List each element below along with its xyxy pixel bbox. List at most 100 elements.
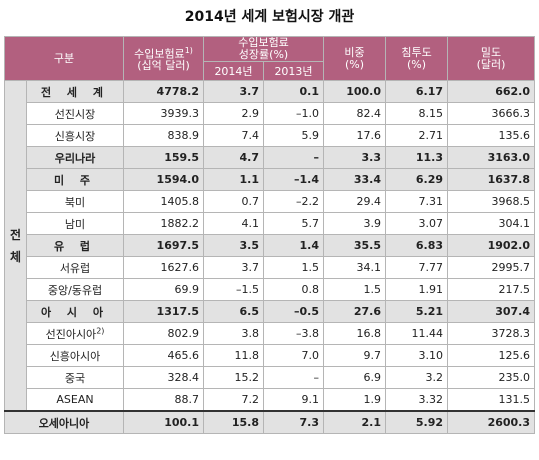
cell-share: 1.9 xyxy=(323,388,387,412)
row-label-text: 중앙/동유럽 xyxy=(47,283,103,297)
cell-growth-2013: 7.3 xyxy=(262,410,325,434)
cell-growth-2014: 7.4 xyxy=(203,124,264,147)
cell-premium: 1317.5 xyxy=(123,300,204,323)
cell-share: 9.7 xyxy=(323,344,387,367)
cell-growth-2014: 0.7 xyxy=(203,190,264,213)
row-label: 선진아시아2) xyxy=(26,322,124,345)
cell-growth-2013: 1.4 xyxy=(262,234,325,257)
cell-growth-2013: 1.5 xyxy=(262,256,325,279)
cell-growth-2013: –1.4 xyxy=(262,168,325,191)
group-label-char1: 전 xyxy=(9,227,22,242)
cell-growth-2014: 7.2 xyxy=(203,388,264,412)
row-label-text: 선진시장 xyxy=(54,107,96,121)
header-density-line1: 밀도 xyxy=(480,45,502,59)
cell-premium: 1405.8 xyxy=(123,190,204,213)
row-label-text: 유 럽 xyxy=(53,239,97,253)
table-row: ASEAN 88.7 7.2 9.1 1.9 3.32 131.5 xyxy=(5,388,536,412)
cell-penetration: 3.07 xyxy=(385,212,449,235)
row-label-text: 선진아시아 xyxy=(45,327,97,341)
table-row: 선진시장 3939.3 2.9 –1.0 82.4 8.15 3666.3 xyxy=(5,102,536,125)
cell-growth-2013: 0.1 xyxy=(262,80,325,103)
row-label-text: 우리나라 xyxy=(54,151,96,165)
table-row: 유 럽 1697.5 3.5 1.4 35.5 6.83 1902.0 xyxy=(5,234,536,257)
cell-share: 1.5 xyxy=(323,278,387,301)
header-density-line2: (달러) xyxy=(476,57,506,71)
cell-share: 17.6 xyxy=(323,124,387,147)
cell-density: 3968.5 xyxy=(447,190,536,213)
row-label-text: 북미 xyxy=(64,195,86,209)
cell-growth-2013: 9.1 xyxy=(262,388,325,412)
cell-premium: 100.1 xyxy=(123,410,204,434)
cell-growth-2014: –1.5 xyxy=(203,278,264,301)
header-share: 비중 (%) xyxy=(323,36,387,81)
cell-penetration: 2.71 xyxy=(385,124,449,147)
cell-penetration: 7.77 xyxy=(385,256,449,279)
row-label: 서유럽 xyxy=(26,256,124,279)
cell-density: 217.5 xyxy=(447,278,536,301)
cell-penetration: 1.91 xyxy=(385,278,449,301)
row-label: 우리나라 xyxy=(26,146,124,169)
row-label: 신흥아시아 xyxy=(26,344,124,367)
cell-density: 235.0 xyxy=(447,366,536,389)
cell-penetration: 11.3 xyxy=(385,146,449,169)
row-label-text: 서유럽 xyxy=(59,261,91,275)
cell-growth-2014: 3.5 xyxy=(203,234,264,257)
row-label: 아 시 아 xyxy=(26,300,124,323)
cell-share: 29.4 xyxy=(323,190,387,213)
cell-growth-2013: 0.8 xyxy=(262,278,325,301)
cell-growth-2013: –3.8 xyxy=(262,322,325,345)
header-penetration-line2: (%) xyxy=(406,57,427,71)
table-row: 신흥시장 838.9 7.4 5.9 17.6 2.71 135.6 xyxy=(5,124,536,147)
cell-premium: 88.7 xyxy=(123,388,204,412)
cell-density: 3728.3 xyxy=(447,322,536,345)
cell-premium: 838.9 xyxy=(123,124,204,147)
cell-premium: 1697.5 xyxy=(123,234,204,257)
header-penetration: 침투도 (%) xyxy=(385,36,449,81)
cell-growth-2014: 6.5 xyxy=(203,300,264,323)
cell-penetration: 3.10 xyxy=(385,344,449,367)
cell-density: 3163.0 xyxy=(447,146,536,169)
header-year-2013: 2013년 xyxy=(262,61,325,81)
cell-growth-2014: 4.7 xyxy=(203,146,264,169)
cell-density: 125.6 xyxy=(447,344,536,367)
cell-premium: 1627.6 xyxy=(123,256,204,279)
cell-share: 6.9 xyxy=(323,366,387,389)
cell-premium: 69.9 xyxy=(123,278,204,301)
row-label: 미 주 xyxy=(26,168,124,191)
cell-premium: 465.6 xyxy=(123,344,204,367)
cell-penetration: 11.44 xyxy=(385,322,449,345)
cell-penetration: 8.15 xyxy=(385,102,449,125)
row-label-text: 남미 xyxy=(64,217,86,231)
cell-growth-2014: 3.8 xyxy=(203,322,264,345)
cell-share: 35.5 xyxy=(323,234,387,257)
cell-premium: 4778.2 xyxy=(123,80,204,103)
cell-share: 82.4 xyxy=(323,102,387,125)
cell-density: 131.5 xyxy=(447,388,536,412)
header-growth-line1: 수입보험료 xyxy=(238,36,289,49)
table-row: 우리나라 159.5 4.7–3.3 11.3 3163.0 xyxy=(5,146,536,169)
header-density: 밀도 (달러) xyxy=(447,36,536,81)
header-penetration-line1: 침투도 xyxy=(401,45,432,59)
cell-penetration: 7.31 xyxy=(385,190,449,213)
row-label: 유 럽 xyxy=(26,234,124,257)
cell-growth-2013: 5.9 xyxy=(262,124,325,147)
row-label-text: 미 주 xyxy=(53,173,97,187)
row-label: 북미 xyxy=(26,190,124,213)
cell-growth-2014: 3.7 xyxy=(203,80,264,103)
cell-share: 100.0 xyxy=(323,80,387,103)
header-year-2014: 2014년 xyxy=(203,61,264,81)
row-label-text: 전 세 계 xyxy=(40,85,110,99)
cell-density: 1637.8 xyxy=(447,168,536,191)
cell-density: 2995.7 xyxy=(447,256,536,279)
group-label-char2: 체 xyxy=(9,249,22,264)
row-label: 중국 xyxy=(26,366,124,389)
cell-density: 307.4 xyxy=(447,300,536,323)
row-label: 남미 xyxy=(26,212,124,235)
row-label: 전 세 계 xyxy=(26,80,124,103)
cell-growth-2014: 15.2 xyxy=(203,366,264,389)
table-row: 서유럽 1627.6 3.7 1.5 34.1 7.77 2995.7 xyxy=(5,256,536,279)
cell-penetration: 6.29 xyxy=(385,168,449,191)
cell-growth-2014: 4.1 xyxy=(203,212,264,235)
